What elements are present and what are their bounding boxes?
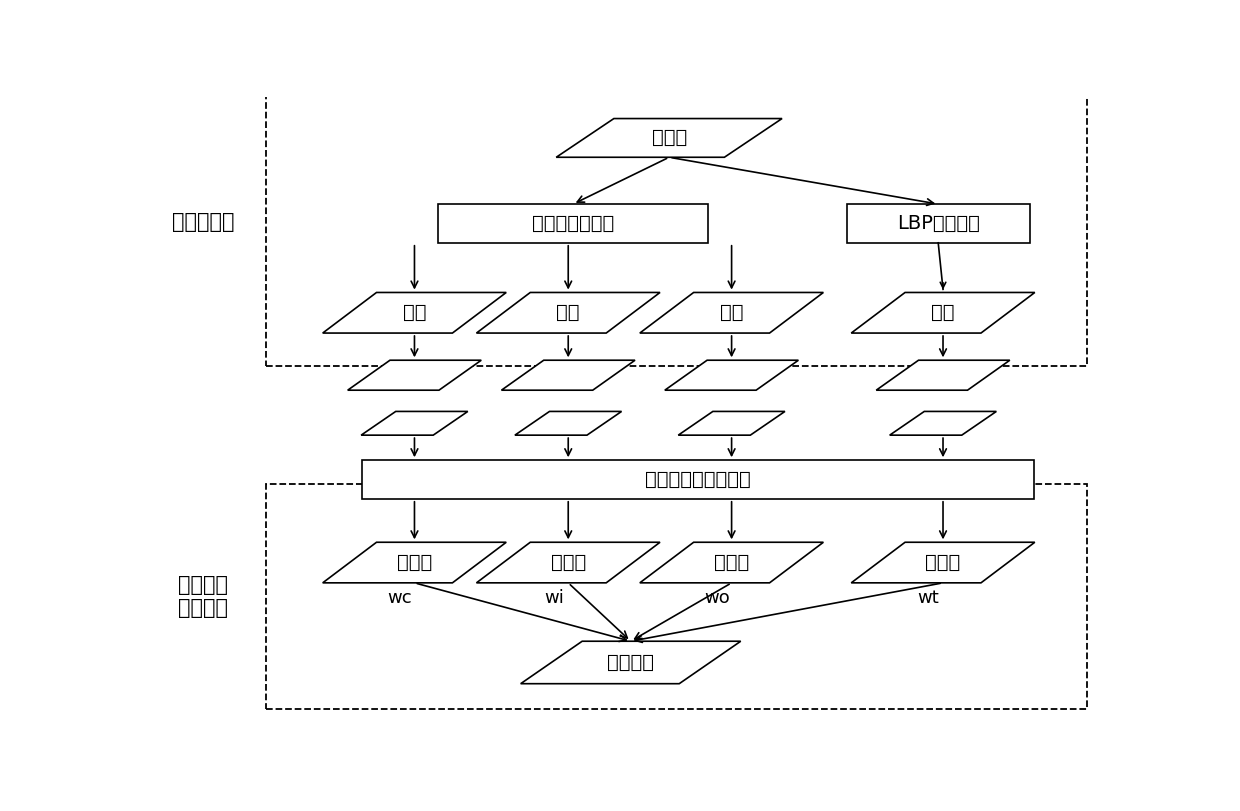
Polygon shape [889, 411, 997, 436]
Bar [265, 79, 1087, 366]
Polygon shape [557, 118, 782, 157]
Polygon shape [521, 642, 740, 684]
Polygon shape [361, 411, 467, 436]
Text: 纹理: 纹理 [931, 303, 955, 322]
Polygon shape [640, 543, 823, 583]
Polygon shape [476, 543, 660, 583]
Polygon shape [322, 543, 506, 583]
Text: 显著图: 显著图 [714, 553, 749, 572]
Polygon shape [851, 543, 1035, 583]
Text: wi: wi [544, 590, 564, 607]
Polygon shape [322, 293, 506, 333]
Polygon shape [640, 293, 823, 333]
Bar [362, 460, 1034, 499]
Polygon shape [501, 360, 635, 390]
Polygon shape [665, 360, 799, 390]
Text: 方向: 方向 [720, 303, 743, 322]
Bar [439, 204, 708, 242]
Text: 获取特征图: 获取特征图 [172, 212, 234, 232]
Text: 中央周边差和归一化: 中央周边差和归一化 [645, 470, 751, 489]
Text: 显著图: 显著图 [551, 553, 585, 572]
Polygon shape [347, 360, 481, 390]
Text: wc: wc [388, 590, 413, 607]
Text: wo: wo [704, 590, 730, 607]
Text: 显著图: 显著图 [397, 553, 432, 572]
Bar [265, 484, 1087, 710]
Text: 语谱图: 语谱图 [651, 128, 687, 148]
Text: LBP和多尺度: LBP和多尺度 [897, 214, 980, 233]
Text: 生成听觉
敏感特征: 生成听觉 敏感特征 [179, 575, 228, 619]
Polygon shape [851, 293, 1035, 333]
Text: 高斯金字塔分解: 高斯金字塔分解 [532, 214, 614, 233]
Text: 颜色: 颜色 [403, 303, 427, 322]
Text: wt: wt [918, 590, 940, 607]
Polygon shape [877, 360, 1009, 390]
Text: 显著图: 显著图 [925, 553, 961, 572]
Text: 亮度: 亮度 [557, 303, 580, 322]
Polygon shape [515, 411, 621, 436]
Text: 总显著图: 总显著图 [608, 653, 655, 672]
Polygon shape [476, 293, 660, 333]
Bar [847, 204, 1029, 242]
Polygon shape [678, 411, 785, 436]
